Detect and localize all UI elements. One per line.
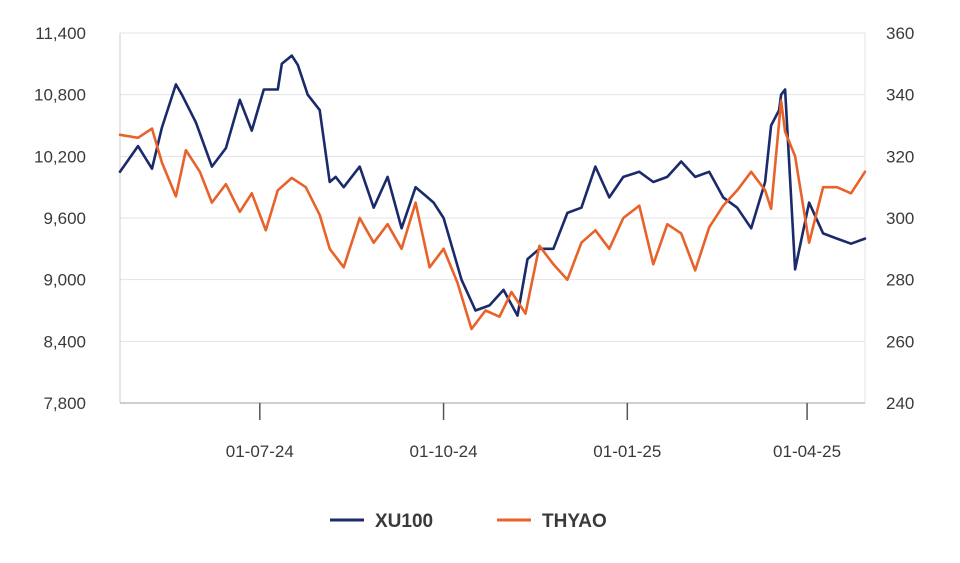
axes [119,33,866,404]
series-line-xu100 [118,54,867,317]
left-tick-label: 10,800 [34,86,86,105]
right-tick-label: 300 [886,209,914,228]
x-tick-label: 01-07-24 [226,442,294,461]
left-tick-label: 11,400 [35,24,86,43]
x-tick-label: 01-10-24 [410,442,478,461]
series-line-thyao [118,99,867,331]
left-tick-label: 7,800 [43,394,86,413]
left-tick-label: 9,000 [43,271,86,290]
right-tick-label: 260 [886,332,914,351]
series-lines [118,54,867,331]
right-tick-label: 360 [886,24,914,43]
x-tick-label: 01-01-25 [593,442,661,461]
right-tick-label: 320 [886,147,914,166]
x-axis-ticks: 01-07-24 01-10-24 01-01-25 01-04-25 [226,403,841,461]
left-axis-tick-labels: 7,800 8,400 9,000 9,600 10,200 10,800 11,400 [34,24,86,413]
x-tick-label: 01-04-25 [773,442,841,461]
right-tick-label: 280 [886,271,914,290]
left-tick-label: 8,400 [43,332,86,351]
right-axis-tick-labels: 240 260 280 300 320 340 360 [886,24,914,413]
right-tick-label: 340 [886,86,914,105]
left-tick-label: 9,600 [43,209,86,228]
legend-label-xu100: XU100 [375,511,433,532]
gridlines [120,32,865,342]
legend: XU100 THYAO [330,511,607,532]
left-tick-label: 10,200 [34,147,86,166]
legend-label-thyao: THYAO [542,511,607,532]
right-tick-label: 240 [886,394,914,413]
